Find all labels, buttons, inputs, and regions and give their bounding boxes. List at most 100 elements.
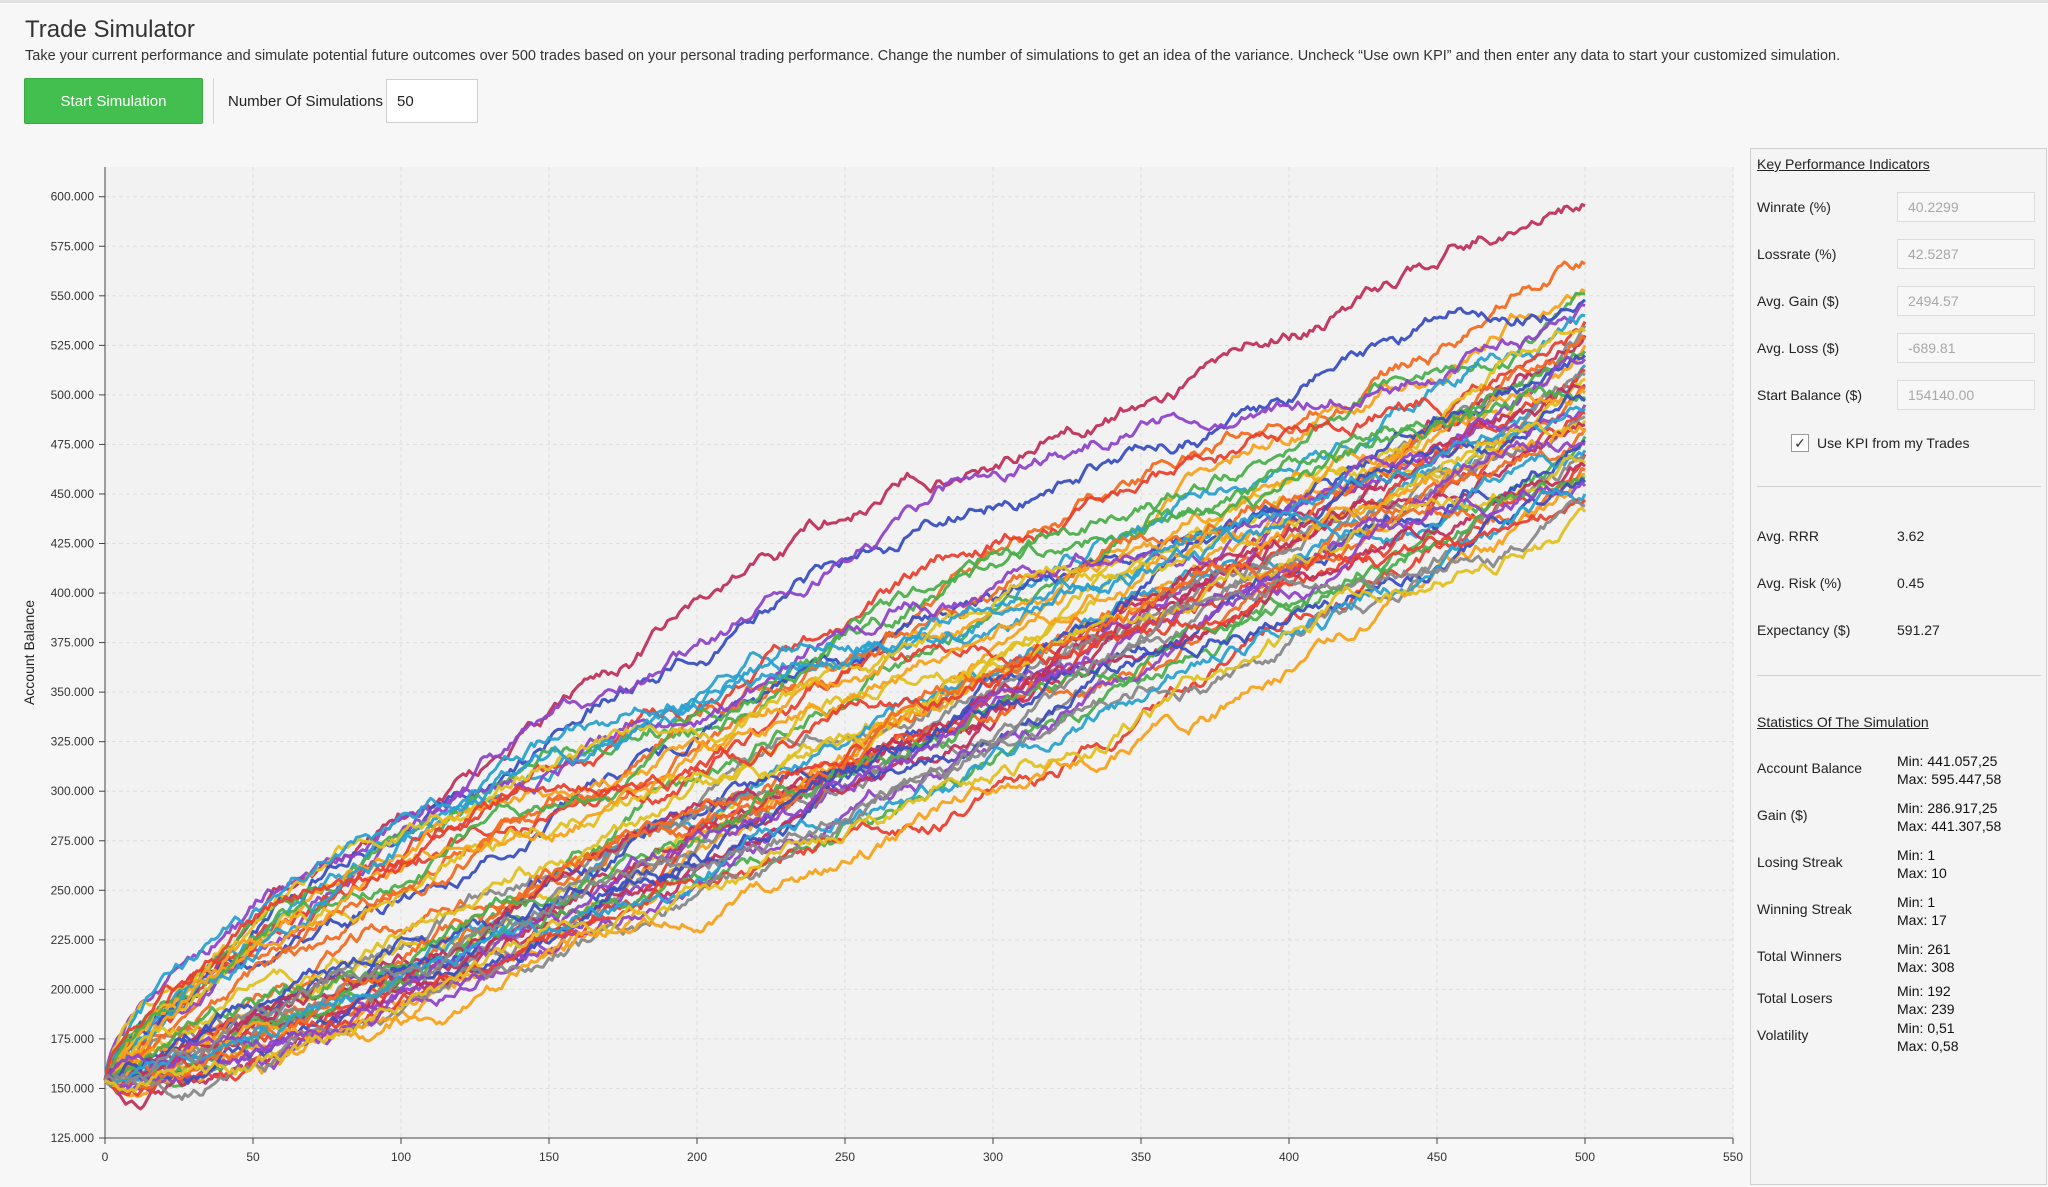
avg-risk-value: 0.45 <box>1897 575 1925 591</box>
x-tick-label: 400 <box>1279 1150 1299 1164</box>
start-simulation-button[interactable]: Start Simulation <box>24 78 203 124</box>
y-tick-label: 600.000 <box>51 190 95 204</box>
simulation-series-line <box>103 476 1586 1082</box>
stats-heading: Statistics Of The Simulation <box>1757 714 1929 730</box>
simulation-series-line <box>103 425 1587 1082</box>
panel-divider <box>1757 486 2041 487</box>
page-title: Trade Simulator <box>25 16 195 43</box>
avg-gain-input[interactable] <box>1897 286 2035 316</box>
simulation-series-line <box>103 449 1587 1081</box>
y-tick-label: 350.000 <box>51 685 95 699</box>
y-tick-label: 275.000 <box>51 834 95 848</box>
y-tick-label: 450.000 <box>51 487 95 501</box>
y-tick-label: 525.000 <box>51 338 95 352</box>
y-tick-label: 575.000 <box>51 239 95 253</box>
simulation-series-line <box>103 411 1586 1097</box>
checkmark-icon: ✓ <box>1794 434 1806 451</box>
expectancy-value: 591.27 <box>1897 622 1940 638</box>
y-axis-title: Account Balance <box>21 600 37 705</box>
total-winners-label: Total Winners <box>1757 948 1842 964</box>
use-kpi-checkbox[interactable]: ✓ <box>1791 434 1809 452</box>
avg-rrr-label: Avg. RRR <box>1757 528 1819 544</box>
simulation-chart: 0 50 100 150 200 250 300 350 400 450 500 550 125.000… <box>0 160 1750 1187</box>
y-tick-label: 300.000 <box>51 784 95 798</box>
y-tick-label: 225.000 <box>51 933 95 947</box>
x-tick-label: 550 <box>1723 1150 1743 1164</box>
simulation-chart-svg: 0 50 100 150 200 250 300 350 400 450 500 550 125.000… <box>21 167 1743 1164</box>
gain-values: Min: 286.917,25 Max: 441.307,58 <box>1897 799 2001 835</box>
total-winners-min: Min: 261 <box>1897 941 1951 957</box>
avg-gain-label: Avg. Gain ($) <box>1757 293 1840 309</box>
y-tick-label: 150.000 <box>51 1081 95 1095</box>
x-tick-label: 300 <box>983 1150 1003 1164</box>
gain-label: Gain ($) <box>1757 807 1808 823</box>
total-losers-label: Total Losers <box>1757 990 1833 1006</box>
winrate-input[interactable] <box>1897 192 2035 222</box>
account-balance-max: Max: 595.447,58 <box>1897 771 2002 787</box>
start-balance-input[interactable] <box>1897 380 2035 410</box>
y-tick-label: 200.000 <box>51 982 95 996</box>
x-tick-label: 350 <box>1131 1150 1151 1164</box>
simulation-series-line <box>103 440 1586 1091</box>
avg-rrr-value: 3.62 <box>1897 528 1925 544</box>
total-losers-values: Min: 192 Max: 239 <box>1897 982 1955 1018</box>
simulation-series-line <box>103 405 1586 1081</box>
winning-streak-values: Min: 1 Max: 17 <box>1897 893 1947 929</box>
simulation-series-line <box>103 472 1586 1088</box>
losing-streak-label: Losing Streak <box>1757 854 1843 870</box>
toolbar-divider <box>213 78 214 124</box>
number-of-simulations-label: Number Of Simulations <box>228 93 384 110</box>
kpi-panel: Key Performance Indicators Winrate (%) L… <box>1750 148 2047 1185</box>
winning-streak-max: Max: 17 <box>1897 912 1947 928</box>
account-balance-min: Min: 441.057,25 <box>1897 753 1998 769</box>
expectancy-label: Expectancy ($) <box>1757 622 1851 638</box>
x-tick-label: 0 <box>102 1150 109 1164</box>
y-tick-label: 550.000 <box>51 289 95 303</box>
panel-divider <box>1757 675 2041 676</box>
number-of-simulations-input[interactable] <box>386 79 478 123</box>
winning-streak-label: Winning Streak <box>1757 901 1852 917</box>
y-tick-label: 400.000 <box>51 586 95 600</box>
x-tick-label: 150 <box>539 1150 559 1164</box>
kpi-heading: Key Performance Indicators <box>1757 156 1930 172</box>
x-tick-label: 250 <box>835 1150 855 1164</box>
total-losers-min: Min: 192 <box>1897 983 1951 999</box>
x-tick-label: 500 <box>1575 1150 1595 1164</box>
y-tick-label: 375.000 <box>51 636 95 650</box>
volatility-values: Min: 0,51 Max: 0,58 <box>1897 1019 1958 1055</box>
account-balance-values: Min: 441.057,25 Max: 595.447,58 <box>1897 752 2001 788</box>
start-balance-label: Start Balance ($) <box>1757 387 1863 403</box>
losing-streak-max: Max: 10 <box>1897 865 1947 881</box>
simulation-series-line <box>104 466 1586 1082</box>
lossrate-input[interactable] <box>1897 239 2035 269</box>
account-balance-label: Account Balance <box>1757 760 1863 776</box>
y-tick-label: 325.000 <box>51 735 95 749</box>
winning-streak-min: Min: 1 <box>1897 894 1936 910</box>
y-tick-label: 250.000 <box>51 883 95 897</box>
avg-loss-input[interactable] <box>1897 333 2035 363</box>
losing-streak-min: Min: 1 <box>1897 847 1936 863</box>
winrate-label: Winrate (%) <box>1757 199 1831 215</box>
simulation-series-line <box>103 498 1587 1081</box>
avg-loss-label: Avg. Loss ($) <box>1757 340 1840 356</box>
volatility-label: Volatility <box>1757 1027 1809 1043</box>
lossrate-label: Lossrate (%) <box>1757 246 1837 262</box>
y-tick-label: 475.000 <box>51 437 95 451</box>
simulation-series-line <box>104 421 1586 1085</box>
y-tick-label: 500.000 <box>51 388 95 402</box>
simulation-series-line <box>103 498 1586 1082</box>
x-tick-label: 200 <box>687 1150 707 1164</box>
avg-risk-label: Avg. Risk (%) <box>1757 575 1842 591</box>
x-tick-label: 50 <box>246 1150 260 1164</box>
use-kpi-row[interactable]: ✓ Use KPI from my Trades <box>1791 432 1969 454</box>
page-description: Take your current performance and simula… <box>25 48 1841 64</box>
simulation-series-line <box>104 506 1587 1094</box>
use-kpi-label: Use KPI from my Trades <box>1817 435 1970 451</box>
y-tick-label: 175.000 <box>51 1032 95 1046</box>
y-tick-label: 425.000 <box>51 537 95 551</box>
volatility-max: Max: 0,58 <box>1897 1038 1959 1054</box>
total-losers-max: Max: 239 <box>1897 1001 1955 1017</box>
gain-min: Min: 286.917,25 <box>1897 800 1998 816</box>
total-winners-values: Min: 261 Max: 308 <box>1897 940 1955 976</box>
total-winners-max: Max: 308 <box>1897 959 1955 975</box>
